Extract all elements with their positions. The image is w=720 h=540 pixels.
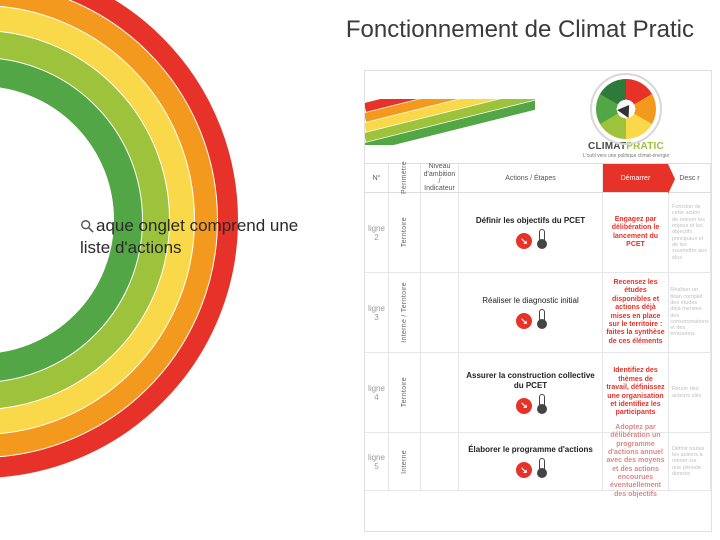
logo-wheel-icon (596, 79, 656, 139)
thermometer-icon (537, 229, 545, 249)
table-row: ligne 4 Territoire Assurer la constructi… (365, 353, 711, 433)
cell-action: Définir les objectifs du PCET ↘ (459, 193, 603, 272)
cell-perimetre: Territoire (389, 353, 421, 432)
cell-action: Élaborer le programme d'actions ↘ (459, 433, 603, 490)
cell-perimetre: Interne / Territoire (389, 273, 421, 352)
bullet-text: aque onglet comprend une liste d'actions (80, 216, 298, 257)
table-row: ligne 5 Interne Élaborer le programme d'… (365, 433, 711, 491)
col-niveau: Niveau d'ambition / Indicateur (421, 164, 459, 192)
col-perimetre: Périmètre (389, 164, 421, 192)
col-demarrer: Démarrer (603, 164, 669, 192)
thermometer-icon (537, 458, 545, 478)
cell-demarrer: Adoptez par délibération un programme d'… (603, 433, 669, 490)
col-description: Desc r (669, 164, 711, 192)
cell-desc: Réaliser un bilan complet des études déj… (669, 273, 711, 352)
logo-tagline: L'outil vers une politique climat-énergi… (571, 153, 681, 159)
table-panel: CLIMATPRATIC L'outil vers une politique … (364, 70, 712, 532)
cell-num: ligne 2 (365, 193, 389, 272)
thermometer-icon (537, 309, 545, 329)
thermometer-icon (537, 394, 545, 414)
magnifier-icon (80, 217, 94, 231)
col-action: Actions / Étapes (459, 164, 603, 192)
compass-arrow-icon (617, 100, 635, 117)
logo: CLIMATPRATIC L'outil vers une politique … (571, 79, 681, 159)
cell-desc: Définir toutes les actions à mener sur u… (669, 433, 711, 490)
col-num: N° (365, 164, 389, 192)
cell-action: Assurer la construction collective du PC… (459, 353, 603, 432)
arrow-down-icon: ↘ (516, 233, 532, 249)
cell-niveau (421, 353, 459, 432)
cell-niveau (421, 273, 459, 352)
cell-num: ligne 5 (365, 433, 389, 490)
table-row: ligne 2 Territoire Définir les objectifs… (365, 193, 711, 273)
header-stripes (365, 99, 535, 145)
cell-perimetre: Interne (389, 433, 421, 490)
cell-niveau (421, 193, 459, 272)
body-bullet: aque onglet comprend une liste d'actions (80, 215, 330, 259)
slide-title: Fonctionnement de Climat Pratic (346, 16, 694, 44)
column-headers: N° Périmètre Niveau d'ambition / Indicat… (365, 163, 711, 193)
cell-demarrer: Engagez par délibération le lancement du… (603, 193, 669, 272)
cell-action: Réaliser le diagnostic initial ↘ (459, 273, 603, 352)
arrow-down-icon: ↘ (516, 398, 532, 414)
cell-num: ligne 3 (365, 273, 389, 352)
cell-desc: Fonction de cette action de relever les … (669, 193, 711, 272)
arrow-down-icon: ↘ (516, 462, 532, 478)
cell-niveau (421, 433, 459, 490)
arrow-down-icon: ↘ (516, 313, 532, 329)
cell-demarrer: Identifiez des thèmes de travail, défini… (603, 353, 669, 432)
table-rows: ligne 2 Territoire Définir les objectifs… (365, 193, 711, 491)
cell-desc: Réunir des acteurs clés (669, 353, 711, 432)
cell-num: ligne 4 (365, 353, 389, 432)
cell-perimetre: Territoire (389, 193, 421, 272)
cell-demarrer: Recensez les études disponibles et actio… (603, 273, 669, 352)
table-row: ligne 3 Interne / Territoire Réaliser le… (365, 273, 711, 353)
panel-header: CLIMATPRATIC L'outil vers une politique … (365, 71, 711, 163)
